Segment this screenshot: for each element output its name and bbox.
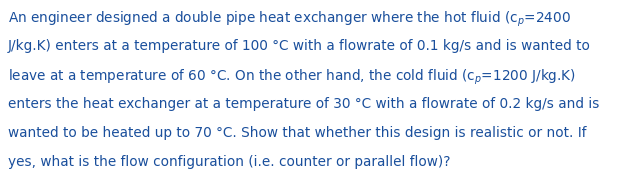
Text: leave at a temperature of 60 °C. On the other hand, the cold fluid (c$_p$=1200 J: leave at a temperature of 60 °C. On the … bbox=[8, 68, 576, 87]
Text: yes, what is the flow configuration (i.e. counter or parallel flow)?: yes, what is the flow configuration (i.e… bbox=[8, 155, 450, 169]
Text: enters the heat exchanger at a temperature of 30 °C with a flowrate of 0.2 kg/s : enters the heat exchanger at a temperatu… bbox=[8, 97, 599, 111]
Text: wanted to be heated up to 70 °C. Show that whether this design is realistic or n: wanted to be heated up to 70 °C. Show th… bbox=[8, 126, 586, 140]
Text: J/kg.K) enters at a temperature of 100 °C with a flowrate of 0.1 kg/s and is wan: J/kg.K) enters at a temperature of 100 °… bbox=[8, 39, 591, 53]
Text: An engineer designed a double pipe heat exchanger where the hot fluid (c$_p$=240: An engineer designed a double pipe heat … bbox=[8, 10, 571, 29]
